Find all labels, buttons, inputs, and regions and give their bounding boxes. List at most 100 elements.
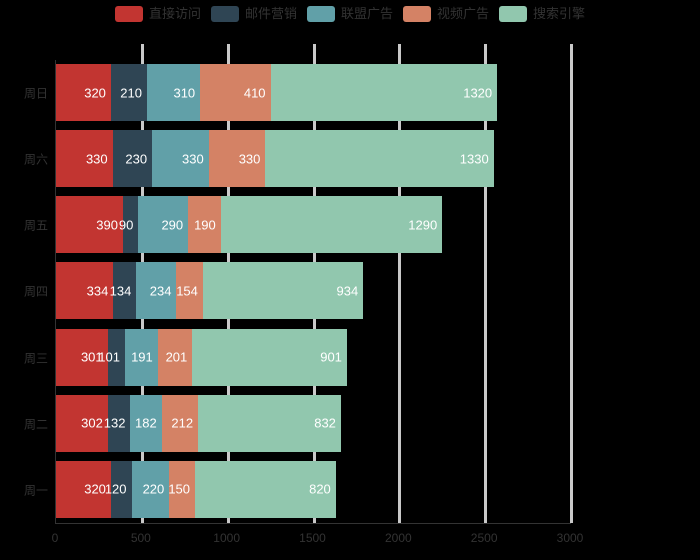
bar-segment-邮件营销[interactable]: 90 <box>119 196 139 254</box>
bar-segment-搜索引擎[interactable]: 1330 <box>265 130 494 188</box>
stacked-bar: 320 120 220 150 820 <box>56 460 336 518</box>
bar-segment-邮件营销[interactable]: 132 <box>104 394 131 452</box>
bar-segment-value-label: 1320 <box>463 85 493 100</box>
x-axis-tick-label: 500 <box>130 531 151 545</box>
legend-color-swatch <box>114 6 143 22</box>
bar-segment-视频广告[interactable]: 190 <box>188 196 221 254</box>
stacked-bar: 334 134 234 154 934 <box>56 262 364 320</box>
bar-segment-视频广告[interactable]: 330 <box>208 130 266 188</box>
bar-segment-搜索引擎[interactable]: 1320 <box>270 64 498 121</box>
bar-segment-邮件营销[interactable]: 120 <box>105 460 132 518</box>
bar-segment-value-label: 320 <box>84 85 106 100</box>
bar-segment-value-label: 210 <box>120 85 142 100</box>
bar-segment-直接访问[interactable]: 320 <box>56 460 111 518</box>
bar-row-周六: 周六 330 230 330 330 1330 <box>24 126 571 192</box>
bar-segment-value-label: 334 <box>86 283 109 299</box>
bar-segment-value-label: 330 <box>182 151 204 167</box>
legend-item-label: 联盟广告 <box>340 6 393 21</box>
bar-segment-value-label: 301 <box>80 349 103 365</box>
bar-segment-value-label: 934 <box>336 283 359 299</box>
bar-segment-联盟广告[interactable]: 191 <box>124 328 158 386</box>
bar-segment-直接访问[interactable]: 320 <box>56 64 111 121</box>
bar-segment-value-label: 150 <box>168 481 191 497</box>
bar-segment-value-label: 330 <box>238 151 261 167</box>
bar-segment-视频广告[interactable]: 212 <box>161 394 199 452</box>
bar-segment-value-label: 234 <box>149 283 172 299</box>
bar-segment-联盟广告[interactable]: 182 <box>130 394 162 452</box>
y-axis-category-label: 周二 <box>23 417 48 432</box>
legend-item-label: 视频广告 <box>437 6 490 21</box>
bar-segment-value-label: 101 <box>98 349 120 365</box>
bar-segment-直接访问[interactable]: 390 <box>56 196 123 254</box>
bar-segment-联盟广告[interactable]: 290 <box>138 196 189 254</box>
legend-color-swatch <box>210 6 239 22</box>
bar-segment-联盟广告[interactable]: 310 <box>146 64 201 121</box>
x-axis-tick-label: 2500 <box>470 531 498 545</box>
bar-row-周四: 周四 334 134 234 154 934 <box>24 258 571 324</box>
legend-item-label: 邮件营销 <box>244 6 297 21</box>
bar-segment-value-label: 120 <box>104 481 127 497</box>
legend-item-series-5[interactable]: 搜索引擎 <box>499 6 585 22</box>
bar-segment-搜索引擎[interactable]: 1290 <box>220 196 443 254</box>
y-axis-category-label: 周四 <box>23 284 48 299</box>
y-axis-category-label: 周六 <box>23 152 48 167</box>
legend-item-series-2[interactable]: 邮件营销 <box>210 6 297 22</box>
bar-segment-value-label: 154 <box>176 283 198 299</box>
y-axis-category-label: 周日 <box>23 86 48 101</box>
bar-row-周二: 周二 302 132 182 212 832 <box>24 391 571 457</box>
bar-segment-value-label: 132 <box>103 415 126 431</box>
bar-segment-搜索引擎[interactable]: 934 <box>202 262 364 320</box>
legend-color-swatch <box>499 6 528 22</box>
bar-segment-value-label: 190 <box>194 217 216 233</box>
x-axis: 0 500 1000 1500 2000 2500 3000 <box>51 531 584 547</box>
x-axis-tick-label: 2000 <box>384 531 412 545</box>
x-axis-tick-label: 0 <box>51 531 59 545</box>
bar-segment-邮件营销[interactable]: 101 <box>98 328 125 386</box>
bar-segment-value-label: 201 <box>165 349 188 365</box>
legend-item-series-4[interactable]: 视频广告 <box>403 6 489 22</box>
legend-item-series-3[interactable]: 联盟广告 <box>306 6 393 22</box>
bar-segment-value-label: 832 <box>314 415 336 431</box>
bar-segment-value-label: 182 <box>135 415 157 431</box>
x-axis-tick-label: 1500 <box>299 531 326 545</box>
bar-segment-视频广告[interactable]: 150 <box>168 460 196 518</box>
legend-item-series-1[interactable]: 直接访问 <box>114 6 201 22</box>
stacked-bar: 302 132 182 212 832 <box>56 394 341 452</box>
bar-segment-value-label: 290 <box>161 217 184 233</box>
bar-segment-视频广告[interactable]: 201 <box>157 328 193 386</box>
bar-segment-联盟广告[interactable]: 234 <box>136 262 177 320</box>
bar-segment-value-label: 212 <box>171 415 194 431</box>
bar-segment-value-label: 220 <box>142 481 165 497</box>
bar-segment-搜索引擎[interactable]: 820 <box>195 460 336 518</box>
bar-segment-视频广告[interactable]: 154 <box>176 262 203 320</box>
bar-segment-value-label: 230 <box>125 151 148 167</box>
stacked-bar: 320 210 310 410 1320 <box>56 64 498 121</box>
bar-segment-value-label: 302 <box>81 415 103 431</box>
gridline <box>570 44 573 523</box>
gridline <box>398 44 402 523</box>
bar-segment-value-label: 1290 <box>408 217 438 233</box>
bar-segment-搜索引擎[interactable]: 832 <box>198 394 341 452</box>
bar-segment-直接访问[interactable]: 301 <box>56 328 108 386</box>
bar-segment-value-label: 1330 <box>459 151 489 167</box>
bar-segment-联盟广告[interactable]: 330 <box>152 130 209 188</box>
bar-segment-value-label: 310 <box>173 85 196 100</box>
bar-segment-视频广告[interactable]: 410 <box>200 64 271 121</box>
bar-segment-直接访问[interactable]: 334 <box>56 262 114 320</box>
bar-segment-直接访问[interactable]: 302 <box>56 394 108 452</box>
stacked-bar: 390 90 290 190 1290 <box>56 196 443 254</box>
bar-segment-邮件营销[interactable]: 134 <box>110 262 137 320</box>
bar-segment-邮件营销[interactable]: 210 <box>110 64 147 121</box>
legend: 直接访问 邮件营销 联盟广告 视频广告 搜索引擎 <box>0 6 700 22</box>
bar-segment-邮件营销[interactable]: 230 <box>112 130 153 188</box>
bar-segment-value-label: 90 <box>118 217 134 233</box>
x-axis-tick-label: 3000 <box>556 531 584 545</box>
bar-segment-联盟广告[interactable]: 220 <box>131 460 170 518</box>
bar-segment-直接访问[interactable]: 330 <box>56 130 113 188</box>
legend-item-label: 直接访问 <box>148 6 201 21</box>
bar-segment-value-label: 390 <box>96 217 118 233</box>
bar-segment-value-label: 410 <box>243 85 266 100</box>
bar-segment-搜索引擎[interactable]: 901 <box>192 328 347 386</box>
bar-segment-value-label: 820 <box>309 481 331 497</box>
